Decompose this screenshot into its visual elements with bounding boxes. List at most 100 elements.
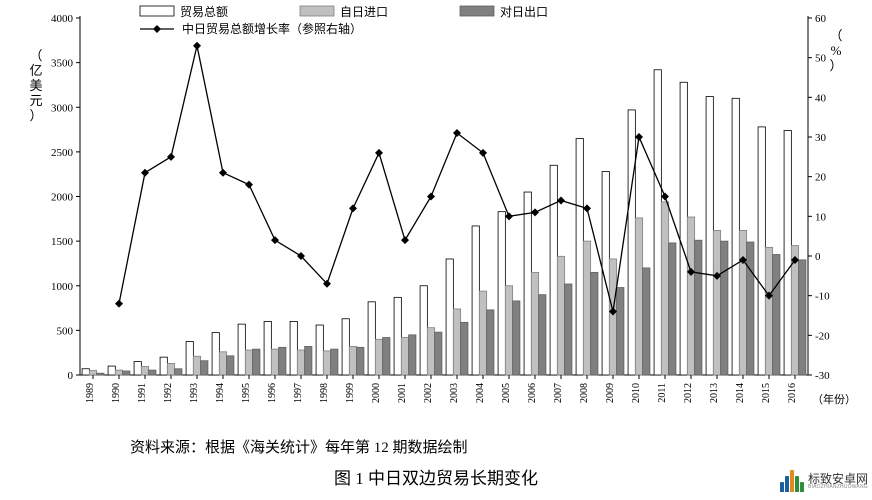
watermark-logo: [780, 470, 804, 492]
bar-imports: [89, 371, 96, 375]
bar-total: [238, 324, 245, 375]
bar-exports: [513, 301, 520, 375]
left-axis-title-char: ）: [29, 108, 42, 123]
bar-exports: [227, 356, 234, 375]
bar-imports: [349, 346, 356, 375]
left-axis-title-char: 元: [29, 93, 42, 108]
x-tick-label: 2011: [657, 383, 668, 403]
figure-caption: 图 1 中日双边贸易长期变化: [334, 469, 538, 488]
bar-exports: [799, 260, 806, 375]
growth-marker: [375, 149, 383, 157]
right-tick-label: 0: [815, 251, 821, 263]
chart-container: 贸易总额自日进口对日出口中日贸易总额增长率（参照右轴）0500100015002…: [0, 0, 872, 500]
bar-imports: [323, 351, 330, 375]
bar-total: [706, 97, 713, 375]
bar-total: [524, 192, 531, 375]
bar-imports: [557, 256, 564, 375]
legend-swatch-exports: [460, 6, 494, 16]
bar-exports: [747, 242, 754, 375]
x-tick-label: 1990: [111, 383, 122, 403]
x-tick-label: 2006: [527, 383, 538, 403]
x-tick-label: 1996: [267, 383, 278, 403]
legend-swatch-imports: [300, 6, 334, 16]
right-tick-label: 50: [815, 53, 827, 65]
bar-imports: [271, 349, 278, 375]
bar-exports: [591, 272, 598, 375]
left-tick-label: 1500: [51, 236, 74, 248]
right-tick-label: -10: [815, 291, 830, 303]
bar-exports: [201, 361, 208, 375]
bar-total: [134, 362, 141, 375]
growth-marker: [349, 204, 357, 212]
left-tick-label: 3000: [51, 102, 74, 114]
left-tick-label: 1000: [51, 281, 74, 293]
growth-marker: [583, 204, 591, 212]
bar-total: [498, 212, 505, 375]
growth-marker: [531, 208, 539, 216]
growth-marker: [219, 169, 227, 177]
left-tick-label: 2000: [51, 192, 74, 204]
legend-swatch-total: [140, 6, 174, 16]
growth-marker: [271, 236, 279, 244]
bar-total: [290, 321, 297, 375]
bar-total: [472, 226, 479, 375]
growth-marker: [401, 236, 409, 244]
bar-total: [576, 138, 583, 375]
left-axis-title-char: 亿: [29, 63, 42, 78]
watermark: 标致安卓网 BIAOZHIANZHUOWANG: [780, 470, 868, 492]
growth-marker: [661, 193, 669, 201]
bar-imports: [583, 241, 590, 375]
bar-imports: [297, 350, 304, 375]
bar-exports: [383, 338, 390, 375]
bar-exports: [97, 373, 104, 375]
x-tick-label: 2000: [371, 383, 382, 403]
bar-total: [160, 357, 167, 375]
left-axis-title-char: 美: [29, 78, 42, 93]
bar-exports: [149, 370, 156, 375]
legend-marker-growth: [153, 25, 161, 33]
growth-marker: [193, 42, 201, 50]
right-tick-label: 30: [815, 132, 827, 144]
bar-exports: [331, 349, 338, 375]
bar-imports: [531, 272, 538, 375]
bar-total: [212, 333, 219, 375]
legend-label-total: 贸易总额: [180, 5, 228, 19]
bar-imports: [219, 352, 226, 375]
bar-exports: [539, 295, 546, 375]
watermark-cn: 标致安卓网: [808, 473, 868, 485]
bar-imports: [193, 356, 200, 375]
right-tick-label: 20: [815, 172, 827, 184]
bar-total: [654, 70, 661, 375]
bar-imports: [167, 363, 174, 375]
bar-imports: [791, 246, 798, 375]
bar-imports: [427, 328, 434, 375]
x-tick-label: 1993: [189, 383, 200, 403]
right-tick-label: 60: [815, 13, 827, 25]
growth-marker: [557, 196, 565, 204]
x-axis-title: （年份）: [812, 392, 856, 406]
bar-total: [186, 342, 193, 375]
bar-exports: [669, 243, 676, 375]
right-tick-label: 40: [815, 92, 827, 104]
legend-label-growth: 中日贸易总额增长率（参照右轴）: [182, 21, 362, 36]
x-tick-label: 2012: [683, 383, 694, 403]
growth-marker: [505, 212, 513, 220]
bar-imports: [505, 286, 512, 375]
bar-imports: [453, 309, 460, 375]
growth-marker: [427, 193, 435, 201]
left-tick-label: 0: [68, 370, 74, 382]
x-tick-label: 2015: [761, 383, 772, 403]
bar-imports: [141, 367, 148, 375]
x-tick-label: 2003: [449, 383, 460, 403]
growth-marker: [635, 133, 643, 141]
x-tick-label: 2004: [475, 383, 486, 403]
left-tick-label: 2500: [51, 147, 74, 159]
bar-imports: [661, 202, 668, 375]
bar-exports: [643, 268, 650, 375]
x-tick-label: 1989: [85, 383, 96, 403]
bar-total: [628, 110, 635, 375]
right-axis-title-char: %: [831, 43, 842, 58]
source-note: 资料来源：根据《海关统计》每年第 12 期数据绘制: [130, 438, 468, 456]
x-tick-label: 1992: [163, 383, 174, 403]
left-tick-label: 4000: [51, 13, 74, 25]
